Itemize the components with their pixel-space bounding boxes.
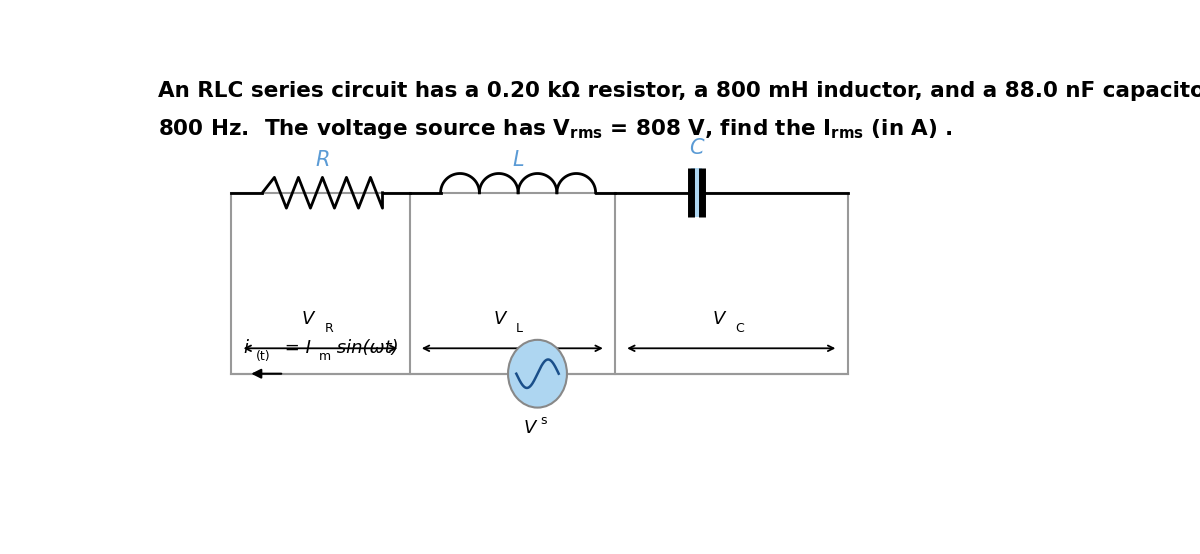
Text: sin(ωt): sin(ωt) [331, 338, 398, 357]
Text: s: s [541, 414, 547, 427]
Text: V: V [713, 310, 725, 327]
Bar [232, 193, 847, 374]
Bar [690, 168, 702, 217]
Text: (t): (t) [256, 350, 270, 363]
Text: V: V [493, 310, 506, 327]
Text: An RLC series circuit has a 0.20 kΩ resistor, a 800 mH inductor, and a 88.0 nF c: An RLC series circuit has a 0.20 kΩ resi… [157, 81, 1200, 101]
Text: i: i [242, 338, 248, 357]
Text: 800 Hz.  The voltage source has $\mathbf{V_{\mathregular{rms}}}$ = 808 V, find t: 800 Hz. The voltage source has $\mathbf{… [157, 117, 953, 141]
Text: C: C [689, 138, 703, 158]
Ellipse shape [508, 340, 566, 408]
Text: L: L [512, 150, 524, 170]
Text: C: C [736, 322, 744, 335]
Text: = I: = I [280, 338, 311, 357]
Text: V: V [302, 310, 314, 327]
Text: R: R [324, 322, 334, 335]
Text: m: m [319, 350, 331, 363]
Text: V: V [523, 419, 536, 437]
Text: R: R [316, 150, 330, 170]
Text: L: L [516, 322, 523, 335]
